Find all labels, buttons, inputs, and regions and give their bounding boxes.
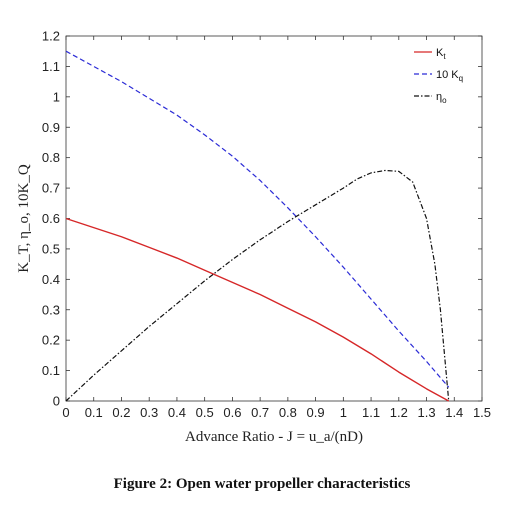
x-tick-label: 1 bbox=[340, 405, 347, 420]
x-tick-label: 0.8 bbox=[279, 405, 297, 420]
x-tick-label: 0.5 bbox=[196, 405, 214, 420]
y-tick-label: 0.8 bbox=[42, 150, 60, 165]
y-tick-label: 0.4 bbox=[42, 272, 60, 287]
plot-frame bbox=[65, 35, 483, 402]
x-tick-label: 1.5 bbox=[473, 405, 491, 420]
series-line-0 bbox=[65, 217, 450, 402]
figure-caption: Figure 2: Open water propeller character… bbox=[113, 476, 411, 492]
y-tick-label: 0.3 bbox=[42, 302, 60, 317]
y-tick-label: 0.9 bbox=[42, 120, 60, 135]
x-tick-label: 0.6 bbox=[223, 405, 241, 420]
series-line-2 bbox=[65, 169, 450, 402]
x-tick-label: 0.3 bbox=[140, 405, 158, 420]
x-tick-label: 0.4 bbox=[168, 405, 186, 420]
x-tick-label: 1.2 bbox=[390, 405, 408, 420]
y-tick-label: 0.2 bbox=[42, 333, 60, 348]
series-line-1 bbox=[65, 50, 450, 388]
y-tick-label: 1.1 bbox=[42, 59, 60, 74]
y-tick-label: 1 bbox=[53, 89, 60, 104]
y-tick-label: 0.5 bbox=[42, 241, 60, 256]
x-tick-label: 0 bbox=[62, 405, 69, 420]
x-tick-label: 0.9 bbox=[307, 405, 325, 420]
legend-entry: ηo bbox=[436, 91, 447, 105]
x-tick-label: 1.4 bbox=[445, 405, 463, 420]
legend: Kt 10 Kq ηo bbox=[414, 47, 463, 105]
x-tick-label: 1.3 bbox=[417, 405, 435, 420]
x-tick-label: 0.7 bbox=[251, 405, 269, 420]
x-axis-label: Advance Ratio - J = u_a/(nD) bbox=[185, 429, 363, 445]
x-tick-label: 0.1 bbox=[85, 405, 103, 420]
legend-entry: Kt bbox=[436, 47, 446, 61]
x-tick-label: 0.2 bbox=[112, 405, 130, 420]
y-axis-label: K_T, η_o, 10K_Q bbox=[16, 164, 32, 273]
chart: 0 0.1 0.2 0.3 0.4 0.5 0.6 0.7 0.8 0.9 1 1.1 1.2 1.3 1.… bbox=[16, 29, 491, 446]
y-tick-label: 0.7 bbox=[42, 181, 60, 196]
y-tick-label: 0.1 bbox=[42, 363, 60, 378]
axes: 0 0.1 0.2 0.3 0.4 0.5 0.6 0.7 0.8 0.9 1 1.1 1.2 1.3 1.… bbox=[42, 29, 491, 421]
y-tick-label: 0.6 bbox=[42, 211, 60, 226]
legend-entry: 10 Kq bbox=[436, 69, 463, 83]
y-tick-label: 0 bbox=[53, 394, 60, 409]
series-layer bbox=[65, 50, 450, 402]
y-tick-label: 1.2 bbox=[42, 29, 60, 44]
x-tick-label: 1.1 bbox=[362, 405, 380, 420]
